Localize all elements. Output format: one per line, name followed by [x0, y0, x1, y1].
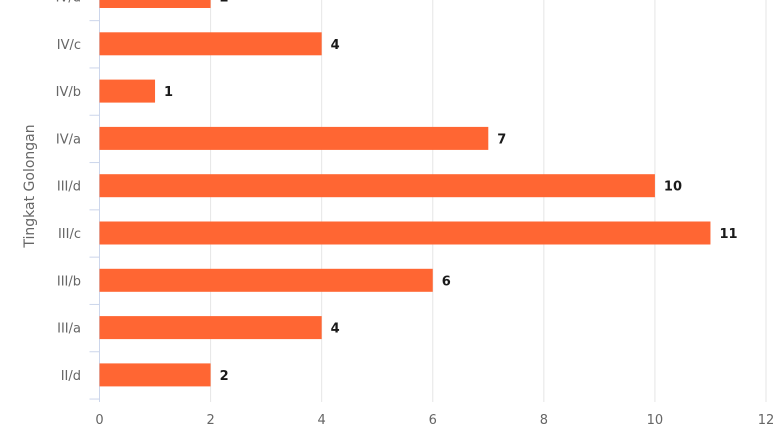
x-tick-label: 8	[540, 413, 548, 428]
y-axis-title: Tingkat Golongan	[22, 124, 38, 248]
data-label: 7	[497, 132, 506, 147]
bar	[99, 363, 211, 387]
category-label: III/c	[58, 227, 81, 242]
data-label: 10	[664, 180, 682, 195]
bar	[99, 174, 655, 198]
bar	[99, 316, 322, 340]
category-label: IV/a	[56, 132, 81, 147]
data-label: 2	[220, 369, 229, 384]
bar	[99, 126, 489, 150]
x-tick-label: 6	[429, 413, 437, 428]
bar	[99, 268, 433, 292]
y-axis-ticks: IV/d IV/c IV/b IV/a III/d III/c III/b III/a II/d	[56, 0, 81, 384]
bar	[99, 79, 156, 103]
data-label: 11	[719, 227, 737, 242]
category-label: III/d	[57, 180, 81, 195]
y-axis	[89, 0, 100, 402]
bar	[99, 221, 711, 245]
chart-gridlines	[210, 0, 767, 402]
data-labels: 2 4 1 7 10 11 6 4 2	[164, 0, 738, 384]
data-label: 4	[331, 322, 340, 337]
x-tick-label: 12	[758, 413, 775, 428]
category-label: III/a	[57, 322, 81, 337]
x-tick-label: 4	[318, 413, 326, 428]
category-label: IV/d	[56, 0, 81, 6]
x-tick-label: 0	[95, 413, 103, 428]
bar	[99, 0, 211, 8]
bar	[99, 32, 322, 56]
data-label: 6	[442, 274, 451, 289]
x-tick-label: 10	[647, 413, 664, 428]
category-label: IV/c	[57, 38, 81, 53]
category-label: IV/b	[56, 85, 81, 100]
x-axis-ticks: 0 2 4 6 8 10 12	[95, 413, 774, 428]
data-label: 4	[331, 38, 340, 53]
x-tick-label: 2	[206, 413, 214, 428]
category-label: III/b	[57, 274, 81, 289]
data-label: 1	[164, 85, 173, 100]
chart-bars	[99, 0, 711, 387]
data-label: 2	[220, 0, 229, 6]
category-label: II/d	[61, 369, 81, 384]
